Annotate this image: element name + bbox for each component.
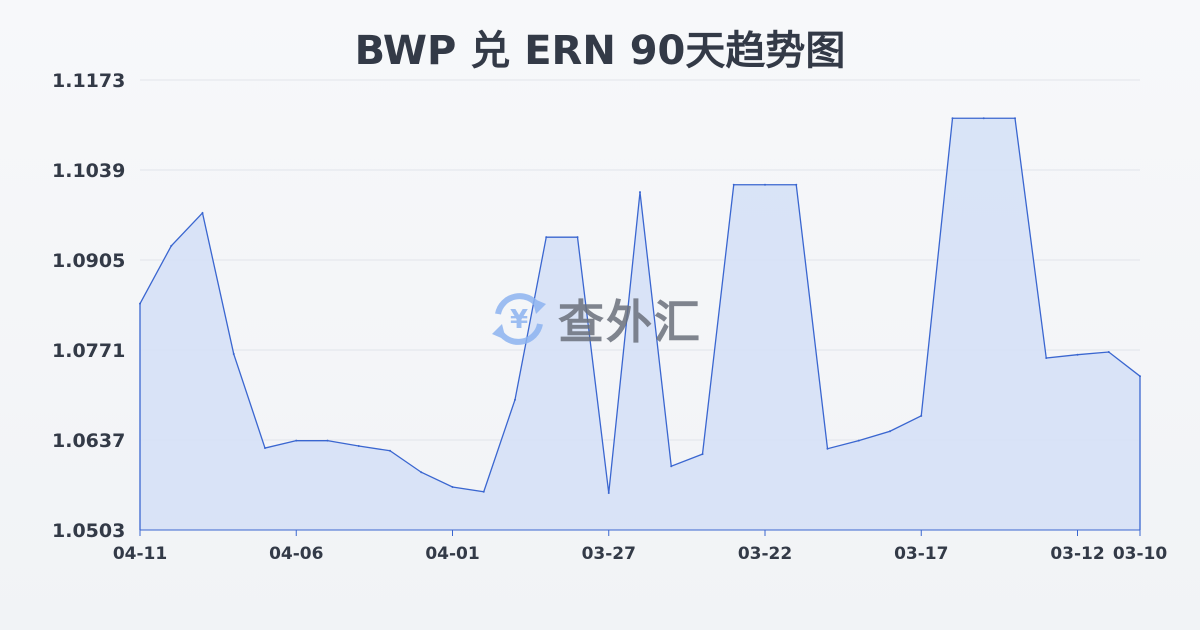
data-point xyxy=(545,236,548,239)
data-point xyxy=(951,117,954,120)
data-point xyxy=(670,465,673,468)
x-tick-label: 03-22 xyxy=(738,544,792,564)
data-point xyxy=(514,398,516,401)
x-tick-label: 03-17 xyxy=(894,544,948,564)
y-tick-label: 1.1173 xyxy=(52,70,125,92)
data-point xyxy=(1076,353,1079,356)
data-point xyxy=(639,191,641,194)
x-tick-label: 03-12 xyxy=(1050,544,1104,564)
data-point xyxy=(764,183,766,186)
x-tick-label: 03-10 xyxy=(1113,544,1168,564)
y-tick-label: 1.0771 xyxy=(52,340,125,362)
y-tick-label: 1.0905 xyxy=(52,250,125,272)
data-point xyxy=(201,211,204,214)
watermark: ¥ 查外汇 xyxy=(488,286,702,352)
data-point xyxy=(451,486,454,489)
chart-title: BWP 兑 ERN 90天趋势图 xyxy=(354,28,846,74)
y-tick-label: 1.1039 xyxy=(52,160,125,182)
data-point xyxy=(576,236,579,239)
y-tick-label: 1.0503 xyxy=(52,520,125,542)
currency-exchange-icon: ¥ xyxy=(492,293,546,345)
watermark-text: 查外汇 xyxy=(558,295,702,349)
data-point xyxy=(295,439,298,442)
y-tick-label: 1.0637 xyxy=(52,430,125,452)
data-point xyxy=(607,492,610,495)
data-point xyxy=(1014,117,1016,120)
data-point xyxy=(920,414,923,417)
svg-text:¥: ¥ xyxy=(510,305,528,335)
data-point xyxy=(139,302,141,305)
area-fill xyxy=(140,118,1140,531)
data-point xyxy=(889,430,891,433)
data-point xyxy=(1045,357,1048,360)
data-point xyxy=(357,445,360,448)
data-point xyxy=(170,244,173,247)
data-point xyxy=(826,447,829,450)
data-point xyxy=(1107,351,1110,354)
data-point xyxy=(326,439,329,442)
data-point xyxy=(857,439,860,442)
data-point xyxy=(795,183,798,186)
data-point xyxy=(701,453,704,456)
x-tick-label: 04-06 xyxy=(269,544,323,564)
x-tick-label: 03-27 xyxy=(582,544,636,564)
data-point xyxy=(482,490,485,493)
data-point xyxy=(389,449,391,452)
data-point xyxy=(732,183,735,186)
x-tick-label: 04-01 xyxy=(425,544,479,564)
data-point xyxy=(1139,375,1141,378)
data-point xyxy=(420,471,423,474)
data-point xyxy=(264,447,266,450)
x-tick-label: 04-11 xyxy=(113,544,167,564)
data-point xyxy=(232,353,235,356)
data-point xyxy=(982,117,985,120)
